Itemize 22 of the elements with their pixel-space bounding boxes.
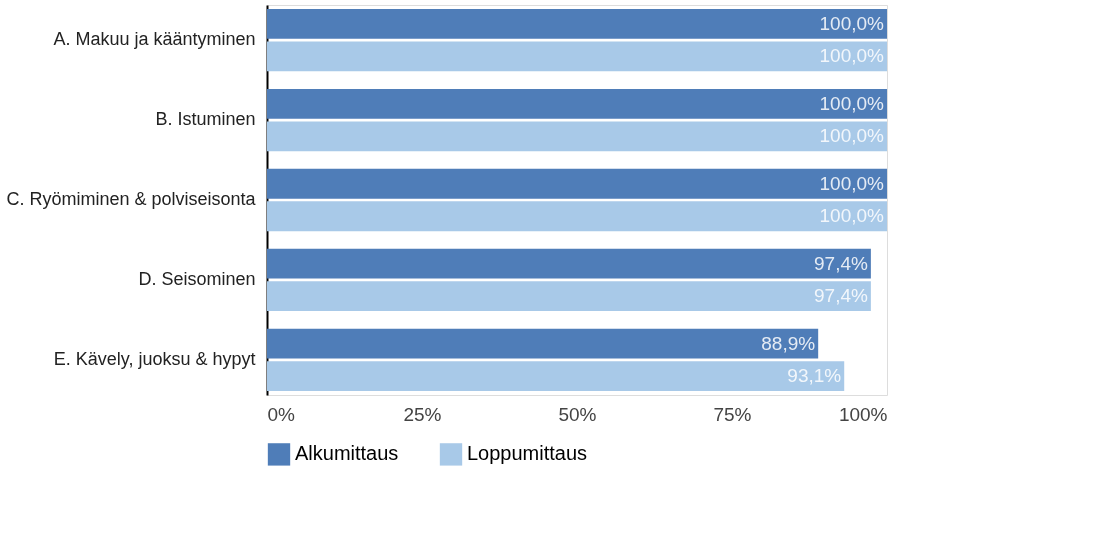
data-label: 100,0% [819,125,885,147]
y-tick-label: D. Seisominen [138,268,256,289]
data-label: 100,0% [819,12,885,34]
data-label: 100,0% [819,45,885,67]
data-label: 100,0% [819,205,885,227]
legend-label: Alkumittaus [295,442,399,465]
data-label: 100,0% [819,92,885,114]
x-tick-label: 100% [838,403,888,425]
data-label: 93,1% [787,365,842,387]
x-tick-label: 25% [403,403,442,425]
y-tick-label: B. Istuminen [155,109,256,130]
y-tick-label: E. Kävely, juoksu & hypyt [53,348,256,369]
data-label: 97,4% [814,285,868,307]
x-tick-label: 0% [267,403,296,425]
x-tick-label: 75% [713,403,752,425]
data-label: 88,9% [761,332,816,354]
x-tick-label: 50% [558,403,597,425]
legend-label: Loppumittaus [467,442,588,465]
y-tick-label: C. Ryömiminen & polviseisonta [6,189,257,209]
data-label: 100,0% [819,172,885,194]
data-label: 97,4% [814,252,868,274]
y-tick-label: A. Makuu ja kääntyminen [53,29,256,50]
